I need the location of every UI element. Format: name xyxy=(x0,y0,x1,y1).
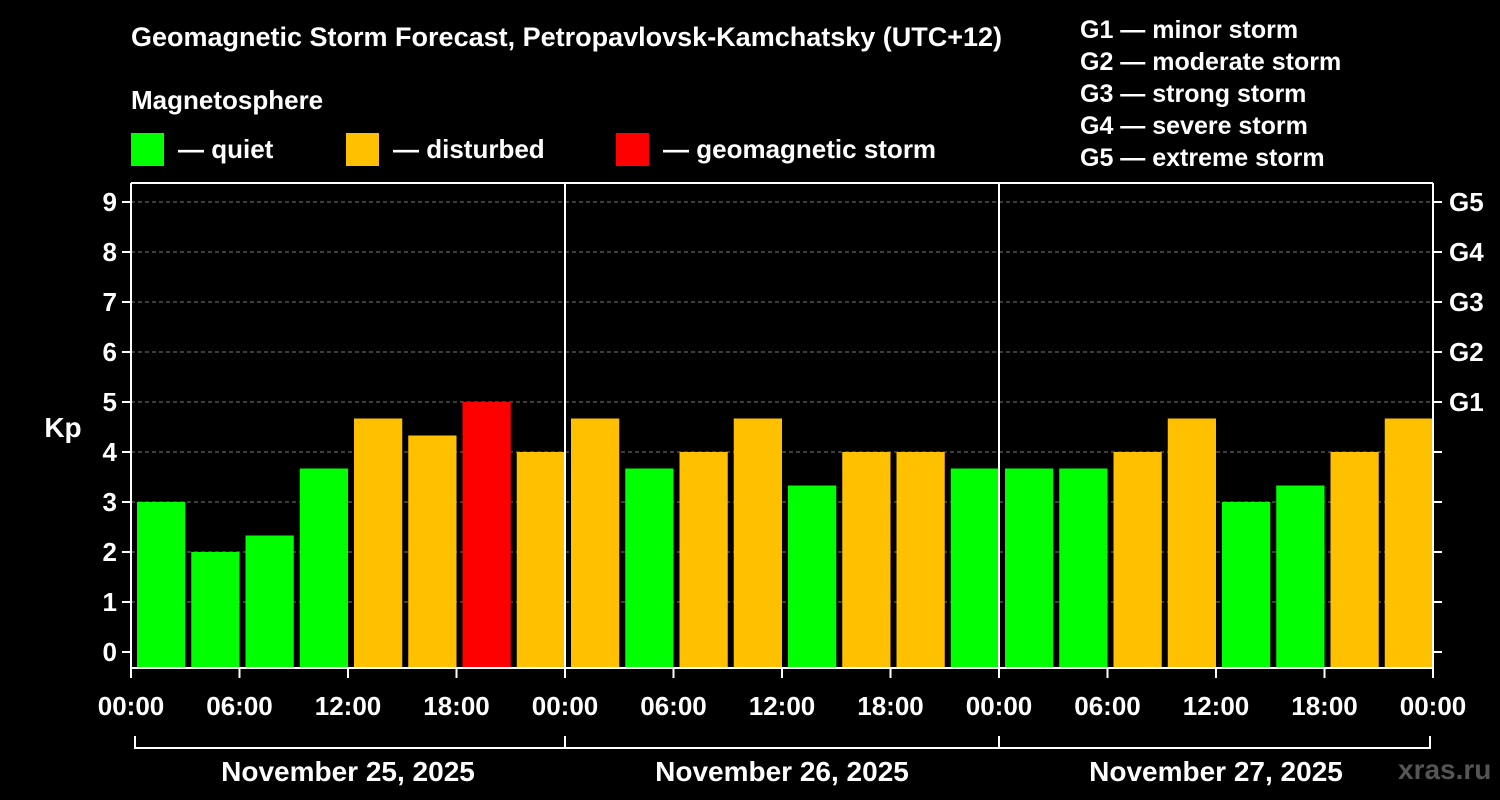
day-label-2: November 27, 2025 xyxy=(1089,756,1343,787)
x-tick-label-6: 12:00 xyxy=(749,691,816,721)
legend-label-disturbed: — disturbed xyxy=(393,133,545,164)
y-tick-label-3: 3 xyxy=(103,487,117,517)
bar-9 xyxy=(625,468,674,668)
bar-14 xyxy=(896,452,945,668)
storm-scale-g5: G5 — extreme storm xyxy=(1080,144,1325,172)
bar-2 xyxy=(245,535,294,668)
axis-layer: 0 1 2 3 4 5 6 7 8 9 Kp G1 G2 G3 G4 G5 00:00 06:00 12:00 18:… xyxy=(44,182,1484,787)
x-tick-label-11: 18:00 xyxy=(1291,691,1358,721)
legend-heading: Magnetosphere xyxy=(131,85,324,115)
day-label-1: November 26, 2025 xyxy=(655,756,909,787)
legend-swatch-disturbed xyxy=(346,132,379,166)
x-tick-label-1: 06:00 xyxy=(206,691,273,721)
bar-6 xyxy=(462,402,511,668)
bar-22 xyxy=(1330,452,1379,668)
y-tick-label-1: 1 xyxy=(103,587,117,617)
bar-19 xyxy=(1167,418,1216,668)
y-tick-label-7: 7 xyxy=(103,287,117,317)
bar-layer xyxy=(137,402,1433,668)
bar-12 xyxy=(788,485,837,668)
g-scale-label-g2: G2 xyxy=(1449,337,1484,367)
bar-20 xyxy=(1222,502,1271,668)
x-tick-label-8: 00:00 xyxy=(966,691,1033,721)
y-tick-label-0: 0 xyxy=(103,637,117,667)
bar-21 xyxy=(1276,485,1325,668)
storm-scale-g3: G3 — strong storm xyxy=(1080,80,1307,108)
y-tick-label-9: 9 xyxy=(103,187,117,217)
legend-item-storm: — geomagnetic storm xyxy=(616,132,936,166)
legend-label-storm: — geomagnetic storm xyxy=(663,133,937,164)
bar-16 xyxy=(1005,468,1054,668)
x-tick-label-2: 12:00 xyxy=(315,691,382,721)
y-tick-label-2: 2 xyxy=(103,537,117,567)
g-scale-label-g1: G1 xyxy=(1449,387,1484,417)
x-tick-label-10: 12:00 xyxy=(1183,691,1250,721)
bar-0 xyxy=(137,502,186,668)
legend-swatch-storm xyxy=(616,132,649,166)
y-tick-label-5: 5 xyxy=(103,387,117,417)
legend-item-disturbed: — disturbed xyxy=(346,132,545,166)
bar-10 xyxy=(679,452,728,668)
bar-15 xyxy=(950,468,999,668)
g-scale-label-g5: G5 xyxy=(1449,187,1484,217)
y-axis-label: Kp xyxy=(44,412,81,443)
g-scale-label-g3: G3 xyxy=(1449,287,1484,317)
bar-5 xyxy=(408,435,457,668)
g-scale-label-g4: G4 xyxy=(1449,237,1484,267)
bar-3 xyxy=(299,468,348,668)
bar-13 xyxy=(842,452,891,668)
x-tick-label-9: 06:00 xyxy=(1074,691,1141,721)
x-tick-label-0: 00:00 xyxy=(98,691,165,721)
bar-7 xyxy=(516,452,565,668)
bar-8 xyxy=(571,418,620,668)
bar-4 xyxy=(354,418,403,668)
bar-18 xyxy=(1113,452,1162,668)
bar-1 xyxy=(191,552,240,668)
legend-item-quiet: — quiet xyxy=(131,132,273,166)
chart-title: Geomagnetic Storm Forecast, Petropavlovs… xyxy=(131,22,1003,52)
x-tick-label-12: 00:00 xyxy=(1400,691,1467,721)
x-tick-label-3: 18:00 xyxy=(423,691,490,721)
storm-scale-list: G1 — minor storm G2 — moderate storm G3 … xyxy=(1080,14,1341,174)
storm-scale-g2: G2 — moderate storm xyxy=(1080,48,1342,76)
bar-23 xyxy=(1384,418,1433,668)
bar-17 xyxy=(1059,468,1108,668)
x-tick-label-4: 00:00 xyxy=(532,691,599,721)
x-tick-label-7: 18:00 xyxy=(857,691,924,721)
day-label-0: November 25, 2025 xyxy=(221,756,475,787)
storm-scale-g4: G4 — severe storm xyxy=(1080,112,1308,140)
y-tick-label-4: 4 xyxy=(103,437,118,467)
storm-scale-g1: G1 — minor storm xyxy=(1080,16,1299,44)
y-tick-label-8: 8 xyxy=(103,237,117,267)
legend-swatch-quiet xyxy=(131,132,164,166)
legend-label-quiet: — quiet xyxy=(178,133,274,164)
y-tick-label-6: 6 xyxy=(103,337,117,367)
watermark: xras.ru xyxy=(1398,754,1492,785)
bar-11 xyxy=(733,418,782,668)
x-tick-label-5: 06:00 xyxy=(640,691,707,721)
